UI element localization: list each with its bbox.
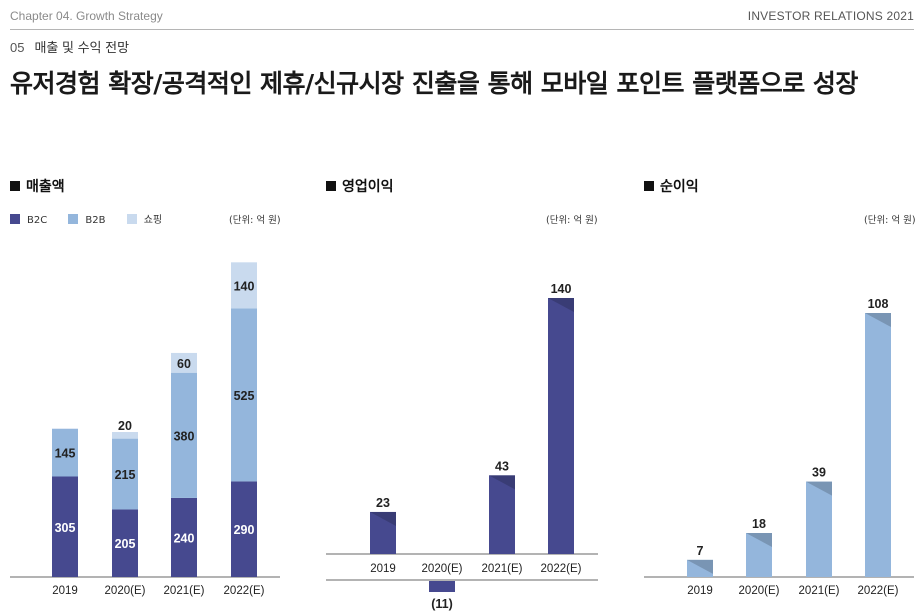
- revenue-value-label-shopping-2: 60: [177, 357, 191, 371]
- revenue-bar-b2c-0: [52, 476, 78, 577]
- net-income-title-text: 순이익: [660, 179, 699, 195]
- revenue-bar-b2c-2: [171, 497, 197, 577]
- revenue-value-label-b2b-2: 380: [174, 429, 195, 443]
- operating-profit-unit-label: (단위: 억 원): [546, 215, 598, 226]
- section-heading: 05 매출 및 수익 전망: [10, 37, 129, 56]
- legend-swatch-b2b: [68, 214, 79, 224]
- net-income-value-label-2: 39: [812, 466, 826, 480]
- revenue-value-label-b2c-1: 205: [115, 537, 136, 551]
- revenue-value-label-b2b-1: 215: [115, 468, 136, 482]
- revenue-bar-shopping-2: [171, 352, 197, 373]
- net-income-unit-label: (단위: 억 원): [864, 215, 916, 226]
- revenue-bar-b2b-1: [112, 438, 138, 510]
- legend-item-shopping: 쇼핑: [126, 211, 163, 226]
- operating-profit-title-text: 영업이익: [342, 179, 394, 195]
- revenue-x-tick-label-2: 2021(E): [164, 585, 205, 597]
- revenue-bar-b2b-2: [171, 372, 197, 498]
- revenue-value-label-shopping-1: 20: [118, 419, 132, 433]
- net-income-value-label-3: 108: [868, 297, 889, 311]
- net-income-chart-title: 순이익: [644, 176, 699, 196]
- revenue-x-tick-label-0: 2019: [52, 585, 78, 597]
- revenue-x-tick-label-1: 2020(E): [105, 585, 146, 597]
- legend-label-b2c: B2C: [27, 215, 48, 226]
- title-square-icon: [644, 181, 654, 191]
- net-income-value-label-0: 7: [697, 544, 704, 558]
- net-income-bar-2: [806, 481, 832, 577]
- header-divider: [10, 29, 914, 30]
- revenue-bar-b2b-3: [231, 308, 257, 482]
- page-title: 유저경험 확장/공격적인 제휴/신규시장 진출을 통해 모바일 포인트 플랫폼으…: [10, 69, 858, 98]
- revenue-value-label-shopping-3: 140: [234, 279, 255, 293]
- operating-profit-bar-bevel-2: [489, 475, 515, 490]
- operating-profit-value-label-0: 23: [376, 496, 390, 510]
- revenue-value-label-b2c-3: 290: [234, 523, 255, 537]
- revenue-bar-shopping-3: [231, 262, 257, 309]
- legend-item-b2c: B2C: [10, 214, 47, 226]
- net-income-value-label-1: 18: [752, 517, 766, 531]
- title-square-icon: [326, 181, 336, 191]
- revenue-legend: B2C B2B 쇼핑: [10, 211, 180, 226]
- section-number: 05: [10, 40, 25, 55]
- operating-profit-x-tick-label-2: 2021(E): [482, 563, 523, 575]
- revenue-bar-shopping-1: [112, 432, 138, 439]
- revenue-x-tick-label-3: 2022(E): [224, 585, 265, 597]
- net-income-x-tick-label-2: 2021(E): [799, 585, 840, 597]
- revenue-value-label-b2b-0: 145: [55, 447, 76, 461]
- operating-profit-bar-2: [489, 475, 515, 554]
- revenue-value-label-b2c-0: 305: [55, 521, 76, 535]
- section-title: 매출 및 수익 전망: [34, 40, 130, 55]
- revenue-bar-b2b-0: [52, 428, 78, 477]
- chapter-label: Chapter 04. Growth Strategy: [10, 9, 163, 23]
- net-income-x-tick-label-0: 2019: [687, 585, 713, 597]
- legend-swatch-b2c: [10, 214, 20, 224]
- net-income-bar-bevel-1: [746, 533, 772, 548]
- operating-profit-value-label-2: 43: [495, 459, 509, 473]
- brand-label: INVESTOR RELATIONS 2021: [747, 9, 914, 23]
- legend-item-b2b: B2B: [68, 214, 106, 226]
- operating-profit-bar-1: [429, 581, 455, 592]
- net-income-bar-bevel-3: [865, 313, 891, 328]
- legend-label-b2b: B2B: [85, 215, 106, 226]
- operating-profit-x-tick-label-0: 2019: [370, 563, 396, 575]
- revenue-chart-title: 매출액: [10, 176, 65, 196]
- title-square-icon: [10, 181, 20, 191]
- operating-profit-x-tick-label-3: 2022(E): [541, 563, 582, 575]
- net-income-x-tick-label-1: 2020(E): [739, 585, 780, 597]
- net-income-bar-3: [865, 313, 891, 577]
- operating-profit-bar-3: [548, 297, 574, 554]
- operating-profit-bar-bevel-3: [548, 297, 574, 312]
- revenue-unit-label: (단위: 억 원): [229, 215, 281, 226]
- revenue-title-text: 매출액: [26, 179, 65, 195]
- operating-profit-chart-title: 영업이익: [326, 176, 394, 196]
- net-income-bar-bevel-0: [687, 559, 713, 574]
- revenue-bar-b2c-1: [112, 509, 138, 577]
- legend-label-shopping: 쇼핑: [143, 215, 163, 226]
- revenue-value-label-b2c-2: 240: [174, 531, 195, 545]
- operating-profit-value-label-1: (11): [431, 597, 453, 611]
- net-income-x-tick-label-3: 2022(E): [858, 585, 899, 597]
- revenue-value-label-b2b-3: 525: [234, 389, 255, 403]
- operating-profit-value-label-3: 140: [551, 282, 572, 296]
- legend-swatch-shopping: [126, 214, 137, 224]
- operating-profit-x-tick-label-1: 2020(E): [422, 563, 463, 575]
- revenue-bar-b2c-3: [231, 481, 257, 577]
- net-income-bar-bevel-2: [806, 481, 832, 496]
- operating-profit-bar-bevel-0: [370, 511, 396, 526]
